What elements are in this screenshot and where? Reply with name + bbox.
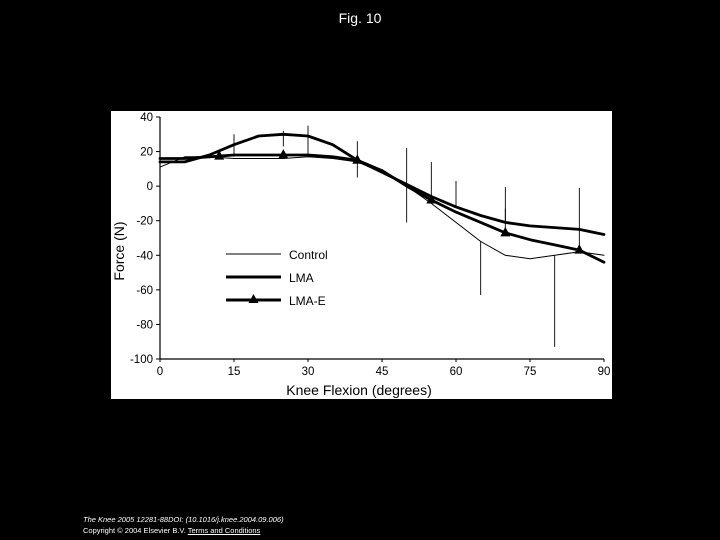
slide-title: Fig. 10 (338, 10, 382, 26)
x-axis-label: Knee Flexion (degrees) (286, 382, 432, 398)
terms-link[interactable]: Terms and Conditions (187, 526, 261, 535)
series-markers (214, 149, 585, 254)
legend-label-lma: LMA (289, 271, 314, 285)
series-line-lma-e (158, 153, 606, 264)
y-axis-label: Force (N) (111, 221, 127, 280)
chart-panel: 40 20 0 -20 -40 -60 -80 -100 0 15 30 45 60 75 90 Force… (111, 111, 612, 399)
y-tick-label: -60 (136, 285, 153, 297)
legend-marker-lma-e (248, 294, 259, 303)
line-chart: 40 20 0 -20 -40 -60 -80 -100 0 15 30 45 60 75 90 Force… (111, 112, 610, 398)
citation: The Knee 2005 12281-88DOI: (10.1016/j.kn… (83, 515, 284, 524)
y-tick-label: -100 (130, 354, 153, 366)
footer: The Knee 2005 12281-88DOI: (10.1016/j.kn… (83, 514, 284, 536)
x-tick-label: 15 (228, 366, 241, 378)
marker-lma-e (426, 193, 437, 204)
x-tick-label: 75 (524, 366, 537, 378)
copyright-line: Copyright © 2004 Elsevier B.V. Terms and… (83, 525, 284, 536)
x-tick-label: 60 (450, 366, 463, 378)
marker-lma-e (278, 149, 289, 159)
series-line-lma (158, 132, 606, 236)
x-tick-label: 45 (376, 366, 389, 378)
marker-lma-e (574, 244, 585, 254)
error-bars (233, 125, 580, 347)
legend: Control LMA LMA-E (226, 248, 328, 308)
x-tick-label: 90 (598, 366, 611, 378)
x-tick-label: 0 (157, 366, 163, 378)
axes (156, 116, 605, 362)
marker-lma-e (352, 154, 363, 164)
y-tick-label: -80 (136, 319, 153, 331)
copyright: Copyright © 2004 Elsevier B.V. (83, 526, 186, 535)
marker-lma-e (214, 150, 225, 160)
y-tick-label: -20 (136, 216, 153, 228)
tick-labels: 40 20 0 -20 -40 -60 -80 -100 0 15 30 45 60 75 90 (130, 112, 610, 378)
y-tick-label: 0 (147, 181, 153, 193)
y-tick-label: -40 (136, 250, 153, 262)
series-lines (158, 132, 606, 264)
legend-label-lma-e: LMA-E (289, 294, 326, 308)
y-tick-label: 20 (140, 147, 153, 159)
x-tick-label: 30 (302, 366, 315, 378)
y-tick-label: 40 (140, 112, 153, 124)
marker-lma-e (500, 226, 511, 237)
legend-label-control: Control (289, 248, 328, 262)
